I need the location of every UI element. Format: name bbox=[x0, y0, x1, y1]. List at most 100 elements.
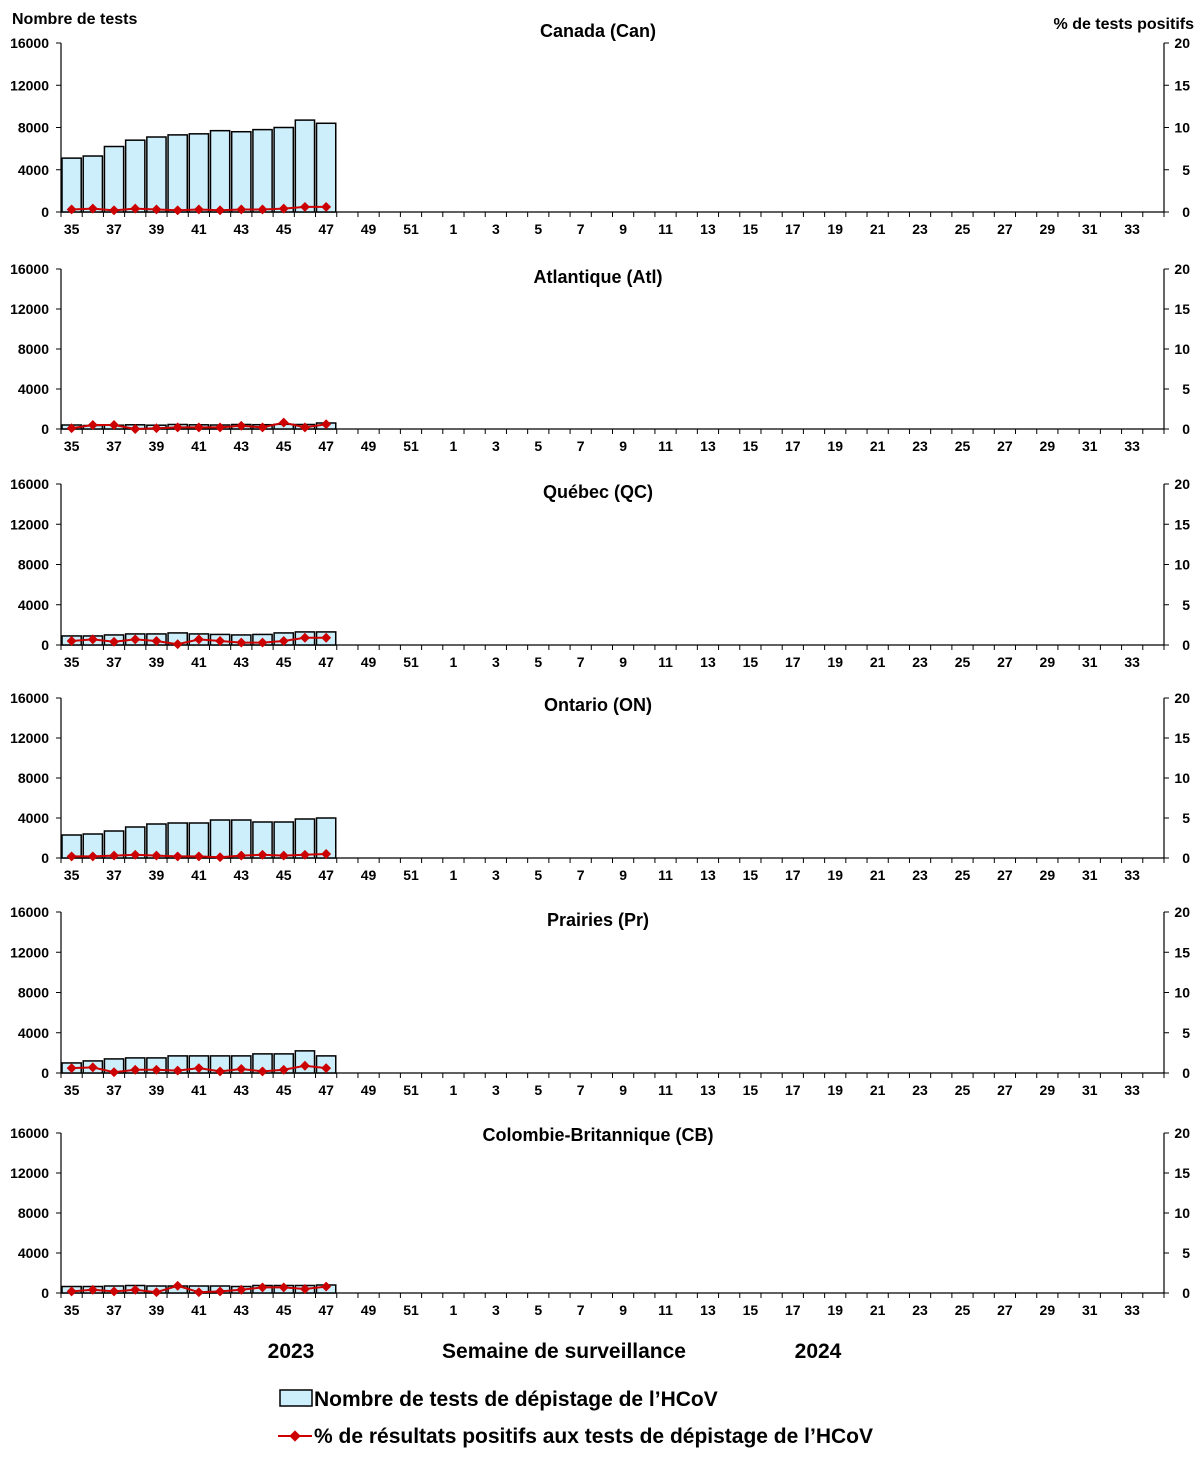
x-tick-label: 19 bbox=[827, 1082, 843, 1098]
x-tick-label: 43 bbox=[234, 438, 250, 454]
pct-positive-point bbox=[109, 1067, 119, 1078]
x-tick-label: 13 bbox=[700, 654, 716, 670]
pct-positive-point bbox=[299, 1284, 310, 1294]
panel-title: Québec (QC) bbox=[543, 482, 653, 502]
pct-positive-point bbox=[257, 422, 268, 433]
y-right-tick-label: 0 bbox=[1182, 421, 1190, 437]
pct-positive-point bbox=[130, 1284, 141, 1295]
pct-positive-point bbox=[193, 204, 204, 215]
x-tick-label: 29 bbox=[1040, 654, 1056, 670]
pct-positive-point bbox=[215, 1286, 226, 1297]
test-count-bar bbox=[61, 157, 82, 213]
pct-positive-point bbox=[215, 636, 226, 646]
x-tick-label: 1 bbox=[450, 867, 458, 883]
x-tick-label: 23 bbox=[912, 654, 928, 670]
y-left-tick-label: 0 bbox=[41, 421, 49, 437]
x-tick-label: 37 bbox=[106, 654, 122, 670]
y-left-tick-label: 4000 bbox=[18, 381, 49, 397]
x-tick-label: 23 bbox=[912, 438, 928, 454]
x-tick-label: 25 bbox=[955, 1302, 971, 1318]
y-right-tick-label: 5 bbox=[1182, 381, 1190, 397]
y-right-tick-label: 15 bbox=[1174, 77, 1190, 93]
x-tick-label: 43 bbox=[234, 867, 250, 883]
x-tick-label: 13 bbox=[700, 867, 716, 883]
y-left-tick-label: 4000 bbox=[18, 1245, 49, 1261]
y-right-tick-label: 20 bbox=[1174, 1125, 1190, 1141]
x-tick-label: 27 bbox=[997, 867, 1013, 883]
x-tick-label: 27 bbox=[997, 221, 1013, 237]
x-tick-label: 19 bbox=[827, 438, 843, 454]
pct-positive-point bbox=[109, 850, 119, 861]
y-right-tick-label: 10 bbox=[1174, 557, 1190, 573]
pct-positive-point bbox=[278, 850, 289, 861]
x-tick-label: 31 bbox=[1082, 221, 1098, 237]
y-right-tick-label: 10 bbox=[1174, 341, 1190, 357]
x-tick-label: 39 bbox=[149, 654, 165, 670]
x-tick-label: 33 bbox=[1124, 438, 1140, 454]
pct-positive-point bbox=[151, 423, 162, 434]
x-tick-label: 23 bbox=[912, 1082, 928, 1098]
x-tick-label: 9 bbox=[619, 1082, 627, 1098]
y-right-tick-label: 10 bbox=[1174, 120, 1190, 136]
x-tick-label: 19 bbox=[827, 867, 843, 883]
pct-positive-point bbox=[321, 1281, 332, 1292]
x-tick-label: 15 bbox=[743, 438, 759, 454]
pct-positive-point bbox=[130, 849, 141, 860]
x-tick-label: 49 bbox=[361, 654, 377, 670]
test-count-bar bbox=[188, 133, 210, 213]
y-right-tick-label: 15 bbox=[1174, 301, 1190, 317]
pct-positive-point bbox=[66, 204, 77, 215]
y-left-tick-label: 8000 bbox=[18, 770, 49, 786]
x-tick-label: 13 bbox=[700, 438, 716, 454]
x-tick-label: 49 bbox=[361, 438, 377, 454]
x-tick-label: 43 bbox=[234, 1082, 250, 1098]
pct-positive-point bbox=[278, 636, 289, 646]
x-tick-label: 7 bbox=[577, 867, 585, 883]
x-tick-label: 51 bbox=[403, 221, 419, 237]
x-tick-label: 17 bbox=[785, 1302, 801, 1318]
pct-positive-point bbox=[130, 203, 141, 214]
y-right-tick-label: 0 bbox=[1182, 850, 1190, 866]
x-tick-label: 1 bbox=[450, 654, 458, 670]
pct-positive-point bbox=[193, 1287, 204, 1298]
x-tick-label: 21 bbox=[870, 1302, 886, 1318]
x-tick-label: 33 bbox=[1124, 654, 1140, 670]
x-tick-label: 11 bbox=[658, 221, 673, 237]
pct-positive-point bbox=[215, 205, 226, 216]
pct-positive-point bbox=[215, 422, 226, 433]
y-left-tick-label: 16000 bbox=[10, 261, 49, 277]
pct-positive-point bbox=[236, 850, 247, 861]
x-tick-label: 33 bbox=[1124, 867, 1140, 883]
x-tick-label: 9 bbox=[619, 438, 627, 454]
y-left-tick-label: 8000 bbox=[18, 120, 49, 136]
x-tick-label: 51 bbox=[403, 1082, 419, 1098]
x-tick-label: 17 bbox=[785, 1082, 801, 1098]
x-tick-label: 19 bbox=[827, 1302, 843, 1318]
legend-bar-label: Nombre de tests de dépistage de l’HCoV bbox=[314, 1388, 718, 1411]
pct-positive-point bbox=[321, 849, 332, 859]
x-tick-label: 49 bbox=[361, 1082, 377, 1098]
x-tick-label: 45 bbox=[276, 438, 292, 454]
x-tick-label: 51 bbox=[403, 438, 419, 454]
x-tick-label: 49 bbox=[361, 1302, 377, 1318]
x-tick-label: 3 bbox=[492, 221, 500, 237]
y-left-tick-label: 4000 bbox=[18, 810, 49, 826]
x-tick-label: 23 bbox=[912, 221, 928, 237]
y-right-tick-label: 10 bbox=[1174, 1205, 1190, 1221]
x-tick-label: 17 bbox=[785, 438, 801, 454]
panel: Atlantique (Atl) 0 4000 8000 12000 16000 0 5 10 1… bbox=[10, 261, 1190, 454]
test-count-bar bbox=[103, 145, 125, 213]
x-tick-label: 35 bbox=[64, 438, 80, 454]
x-tick-label: 21 bbox=[870, 221, 886, 237]
x-tick-label: 7 bbox=[577, 1302, 585, 1318]
x-tick-label: 9 bbox=[619, 867, 627, 883]
x-tick-label: 13 bbox=[700, 221, 716, 237]
pct-positive-point bbox=[66, 1063, 77, 1074]
x-tick-label: 39 bbox=[149, 221, 165, 237]
y-right-tick-label: 5 bbox=[1182, 597, 1190, 613]
test-count-bar bbox=[252, 128, 273, 213]
pct-positive-point bbox=[130, 1064, 141, 1075]
x-tick-label: 9 bbox=[619, 1302, 627, 1318]
x-tick-label: 11 bbox=[658, 867, 673, 883]
x-tick-label: 45 bbox=[276, 1302, 292, 1318]
